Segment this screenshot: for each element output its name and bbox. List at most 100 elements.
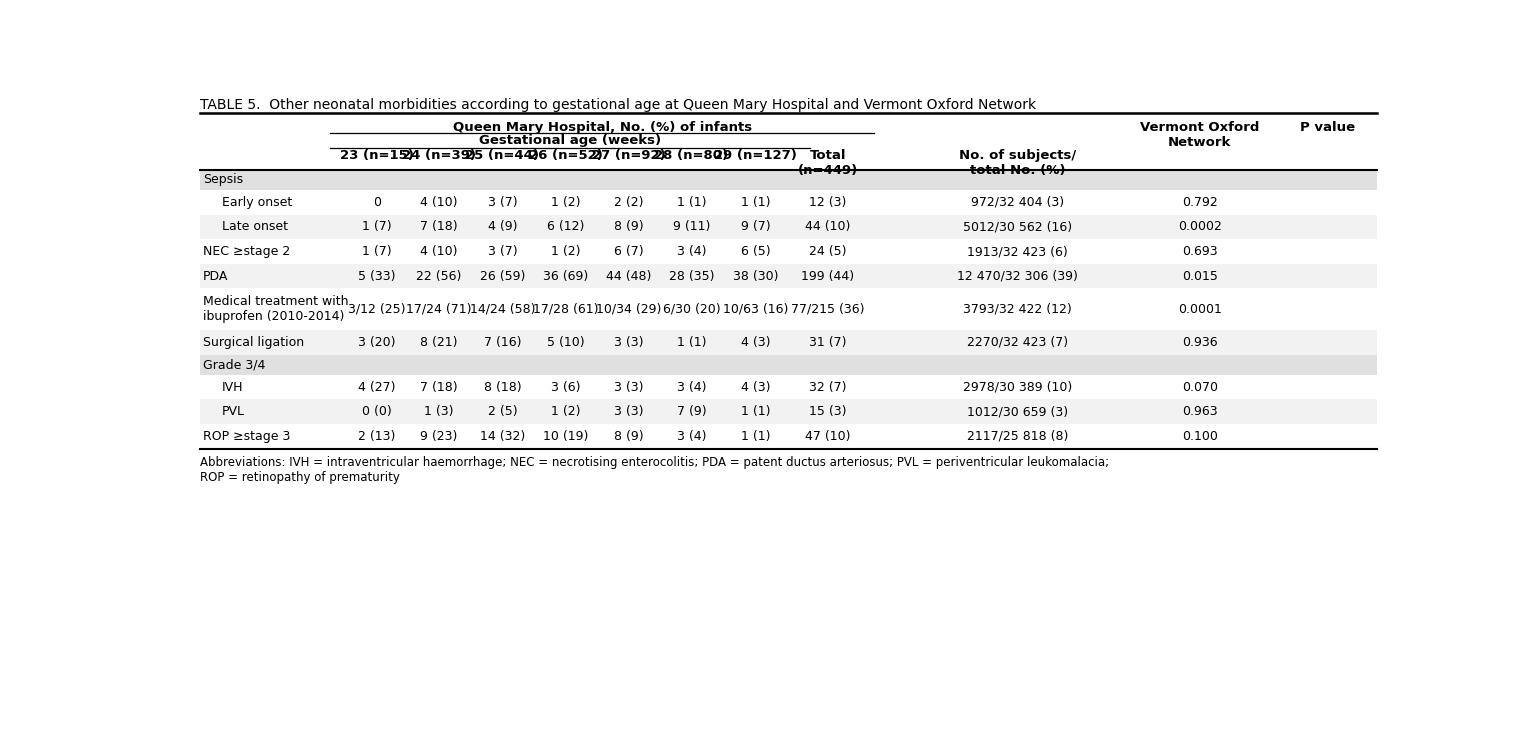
- Text: 12 470/32 306 (39): 12 470/32 306 (39): [957, 270, 1079, 282]
- Text: 17/28 (61): 17/28 (61): [532, 303, 599, 316]
- Bar: [200, 355, 1377, 374]
- Text: 1 (2): 1 (2): [551, 196, 580, 208]
- Text: 10/63 (16): 10/63 (16): [723, 303, 788, 316]
- Text: 17/24 (71): 17/24 (71): [406, 303, 471, 316]
- Text: 7 (18): 7 (18): [420, 220, 457, 233]
- Text: PVL: PVL: [222, 405, 245, 418]
- Text: 5012/30 562 (16): 5012/30 562 (16): [963, 220, 1073, 233]
- Bar: [200, 374, 1377, 399]
- Text: 23 (n=15): 23 (n=15): [340, 149, 414, 162]
- Text: 4 (10): 4 (10): [420, 245, 457, 258]
- Text: 0.0002: 0.0002: [1177, 220, 1222, 233]
- Bar: [200, 190, 1377, 214]
- Text: PDA: PDA: [203, 270, 229, 282]
- Text: 0.792: 0.792: [1182, 196, 1217, 208]
- Text: 14 (32): 14 (32): [480, 430, 525, 443]
- Text: 32 (7): 32 (7): [810, 381, 846, 393]
- Text: 199 (44): 199 (44): [802, 270, 854, 282]
- Text: 2978/30 389 (10): 2978/30 389 (10): [963, 381, 1073, 393]
- Text: 0.015: 0.015: [1182, 270, 1217, 282]
- Text: 1 (7): 1 (7): [362, 245, 391, 258]
- Bar: [200, 330, 1377, 355]
- Text: 10/34 (29): 10/34 (29): [596, 303, 662, 316]
- Text: 0.936: 0.936: [1182, 336, 1217, 349]
- Text: 3 (7): 3 (7): [488, 196, 517, 208]
- Text: Sepsis: Sepsis: [203, 174, 243, 186]
- Text: Medical treatment with
ibuprofen (2010-2014): Medical treatment with ibuprofen (2010-2…: [203, 295, 349, 323]
- Text: 29 (n=127): 29 (n=127): [714, 149, 797, 162]
- Text: Total
(n=449): Total (n=449): [797, 149, 859, 177]
- Text: 0.070: 0.070: [1182, 381, 1217, 393]
- Text: 10 (19): 10 (19): [543, 430, 588, 443]
- Text: NEC ≥stage 2: NEC ≥stage 2: [203, 245, 291, 258]
- Text: Abbreviations: IVH = intraventricular haemorrhage; NEC = necrotising enterocolit: Abbreviations: IVH = intraventricular ha…: [200, 456, 1110, 485]
- Bar: [200, 239, 1377, 263]
- Text: 1 (1): 1 (1): [677, 336, 706, 349]
- Text: 31 (7): 31 (7): [810, 336, 846, 349]
- Bar: [200, 214, 1377, 239]
- Text: 3 (20): 3 (20): [359, 336, 396, 349]
- Text: 3 (4): 3 (4): [677, 430, 706, 443]
- Text: 22 (56): 22 (56): [416, 270, 462, 282]
- Text: 7 (9): 7 (9): [677, 405, 706, 418]
- Text: 15 (3): 15 (3): [810, 405, 846, 418]
- Text: 5 (33): 5 (33): [359, 270, 396, 282]
- Text: 8 (9): 8 (9): [614, 430, 643, 443]
- Text: Surgical ligation: Surgical ligation: [203, 336, 305, 349]
- Text: IVH: IVH: [222, 381, 243, 393]
- Text: 3 (3): 3 (3): [614, 336, 643, 349]
- Text: 77/215 (36): 77/215 (36): [791, 303, 865, 316]
- Text: 9 (7): 9 (7): [740, 220, 771, 233]
- Text: 8 (9): 8 (9): [614, 220, 643, 233]
- Text: Vermont Oxford
Network: Vermont Oxford Network: [1140, 121, 1259, 149]
- Text: 2 (2): 2 (2): [614, 196, 643, 208]
- Text: 3 (4): 3 (4): [677, 381, 706, 393]
- Text: 28 (35): 28 (35): [669, 270, 714, 282]
- Text: 25 (n=44): 25 (n=44): [465, 149, 539, 162]
- Text: 6 (12): 6 (12): [548, 220, 585, 233]
- Text: 1 (1): 1 (1): [742, 405, 771, 418]
- Text: 26 (n=52): 26 (n=52): [529, 149, 603, 162]
- Text: 0: 0: [372, 196, 380, 208]
- Text: 24 (n=39): 24 (n=39): [402, 149, 476, 162]
- Text: 3 (6): 3 (6): [551, 381, 580, 393]
- Text: 0.100: 0.100: [1182, 430, 1217, 443]
- Text: 7 (16): 7 (16): [483, 336, 522, 349]
- Text: 1 (1): 1 (1): [742, 430, 771, 443]
- Text: 3 (3): 3 (3): [614, 381, 643, 393]
- Text: 44 (10): 44 (10): [805, 220, 851, 233]
- Text: 1 (1): 1 (1): [742, 196, 771, 208]
- Text: 4 (10): 4 (10): [420, 196, 457, 208]
- Text: 6 (7): 6 (7): [614, 245, 643, 258]
- Text: 6/30 (20): 6/30 (20): [663, 303, 720, 316]
- Text: 3793/32 422 (12): 3793/32 422 (12): [963, 303, 1073, 316]
- Text: 3/12 (25): 3/12 (25): [348, 303, 406, 316]
- Text: 2117/25 818 (8): 2117/25 818 (8): [966, 430, 1068, 443]
- Text: 27 (n=92): 27 (n=92): [593, 149, 665, 162]
- Bar: [200, 263, 1377, 288]
- Text: 8 (21): 8 (21): [420, 336, 457, 349]
- Text: Queen Mary Hospital, No. (%) of infants: Queen Mary Hospital, No. (%) of infants: [452, 121, 753, 134]
- Text: 3 (4): 3 (4): [677, 245, 706, 258]
- Text: 28 (n=80): 28 (n=80): [654, 149, 728, 162]
- Text: P value: P value: [1300, 121, 1356, 134]
- Text: 8 (18): 8 (18): [483, 381, 522, 393]
- Text: TABLE 5.  Other neonatal morbidities according to gestational age at Queen Mary : TABLE 5. Other neonatal morbidities acco…: [200, 97, 1036, 112]
- Text: 12 (3): 12 (3): [810, 196, 846, 208]
- Text: 2 (13): 2 (13): [359, 430, 396, 443]
- Text: No. of subjects/
total No. (%): No. of subjects/ total No. (%): [959, 149, 1076, 177]
- Bar: [200, 399, 1377, 424]
- Text: ROP ≥stage 3: ROP ≥stage 3: [203, 430, 291, 443]
- Text: 1 (2): 1 (2): [551, 245, 580, 258]
- Text: 4 (3): 4 (3): [742, 381, 771, 393]
- Text: 0 (0): 0 (0): [362, 405, 392, 418]
- Text: Grade 3/4: Grade 3/4: [203, 358, 266, 371]
- Bar: [200, 424, 1377, 448]
- Text: 9 (11): 9 (11): [673, 220, 709, 233]
- Text: 1 (1): 1 (1): [677, 196, 706, 208]
- Text: 1 (3): 1 (3): [425, 405, 454, 418]
- Text: 14/24 (58): 14/24 (58): [469, 303, 536, 316]
- Text: 26 (59): 26 (59): [480, 270, 525, 282]
- Text: 7 (18): 7 (18): [420, 381, 457, 393]
- Text: 972/32 404 (3): 972/32 404 (3): [971, 196, 1065, 208]
